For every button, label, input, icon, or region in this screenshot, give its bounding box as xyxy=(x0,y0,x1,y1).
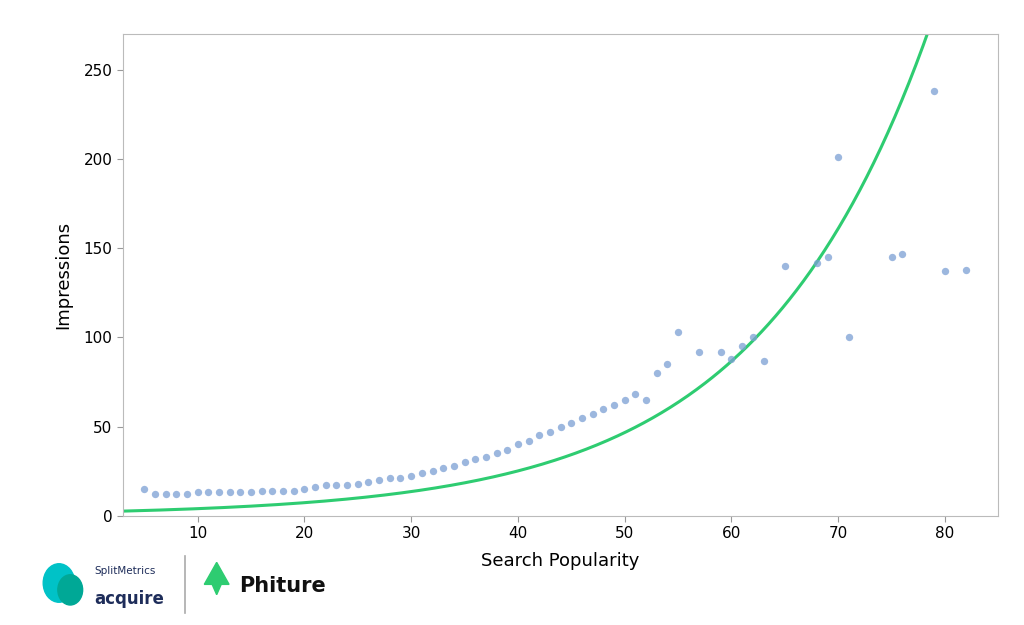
Point xyxy=(734,341,751,351)
Point xyxy=(360,477,377,487)
Y-axis label: Impressions: Impressions xyxy=(54,221,73,329)
Point xyxy=(286,486,302,496)
Point xyxy=(136,484,153,494)
Point xyxy=(274,486,291,496)
Point xyxy=(445,461,462,471)
Point xyxy=(168,489,184,499)
Text: acquire: acquire xyxy=(94,591,164,609)
Point xyxy=(819,252,836,262)
Circle shape xyxy=(58,575,83,605)
Point xyxy=(329,481,345,491)
Point xyxy=(435,462,452,472)
Point xyxy=(349,479,366,489)
Polygon shape xyxy=(212,574,221,595)
Point xyxy=(264,486,281,496)
Point xyxy=(744,332,761,342)
Point xyxy=(841,332,857,342)
Point xyxy=(179,489,196,499)
Point xyxy=(585,409,601,419)
Point xyxy=(317,481,334,491)
Point xyxy=(371,475,387,485)
Point xyxy=(158,489,174,499)
Point xyxy=(499,444,515,454)
Point xyxy=(627,389,643,399)
Point xyxy=(488,448,505,458)
Point xyxy=(830,152,847,162)
Point xyxy=(884,252,900,262)
Point xyxy=(146,489,163,499)
Point xyxy=(542,427,558,437)
Point xyxy=(723,354,739,364)
Point xyxy=(756,356,772,366)
Point xyxy=(713,347,729,357)
Point xyxy=(520,436,537,446)
Point xyxy=(616,395,633,405)
Point xyxy=(189,488,206,498)
Point xyxy=(339,481,355,491)
X-axis label: Search Popularity: Search Popularity xyxy=(481,552,640,570)
Point xyxy=(392,473,409,483)
Point xyxy=(659,359,676,369)
Point xyxy=(243,488,259,498)
Point xyxy=(937,266,953,276)
Point xyxy=(467,454,483,464)
Point xyxy=(809,258,825,268)
Point xyxy=(510,439,526,449)
Point xyxy=(926,86,942,96)
Point xyxy=(691,347,708,357)
Point xyxy=(478,452,495,462)
Text: SplitMetrics: SplitMetrics xyxy=(94,566,156,576)
Point xyxy=(200,488,216,498)
Point xyxy=(573,412,590,422)
Point xyxy=(424,466,440,476)
Point xyxy=(894,249,910,259)
Point xyxy=(638,395,654,405)
Point xyxy=(563,418,580,428)
Circle shape xyxy=(43,564,75,602)
Point xyxy=(403,471,420,481)
Point xyxy=(531,431,548,441)
Point xyxy=(648,368,665,378)
Text: Phiture: Phiture xyxy=(240,576,326,596)
Point xyxy=(553,421,569,431)
Point xyxy=(595,404,611,414)
Point xyxy=(232,488,249,498)
Point xyxy=(457,457,473,467)
Point xyxy=(606,400,623,410)
Point xyxy=(414,468,430,478)
Point xyxy=(254,486,270,496)
Point xyxy=(958,264,975,274)
Point xyxy=(296,484,312,494)
Point xyxy=(307,482,324,492)
Point xyxy=(382,473,398,483)
Polygon shape xyxy=(205,562,229,584)
Point xyxy=(211,488,227,498)
Point xyxy=(670,327,686,337)
Point xyxy=(221,488,238,498)
Point xyxy=(776,261,793,271)
